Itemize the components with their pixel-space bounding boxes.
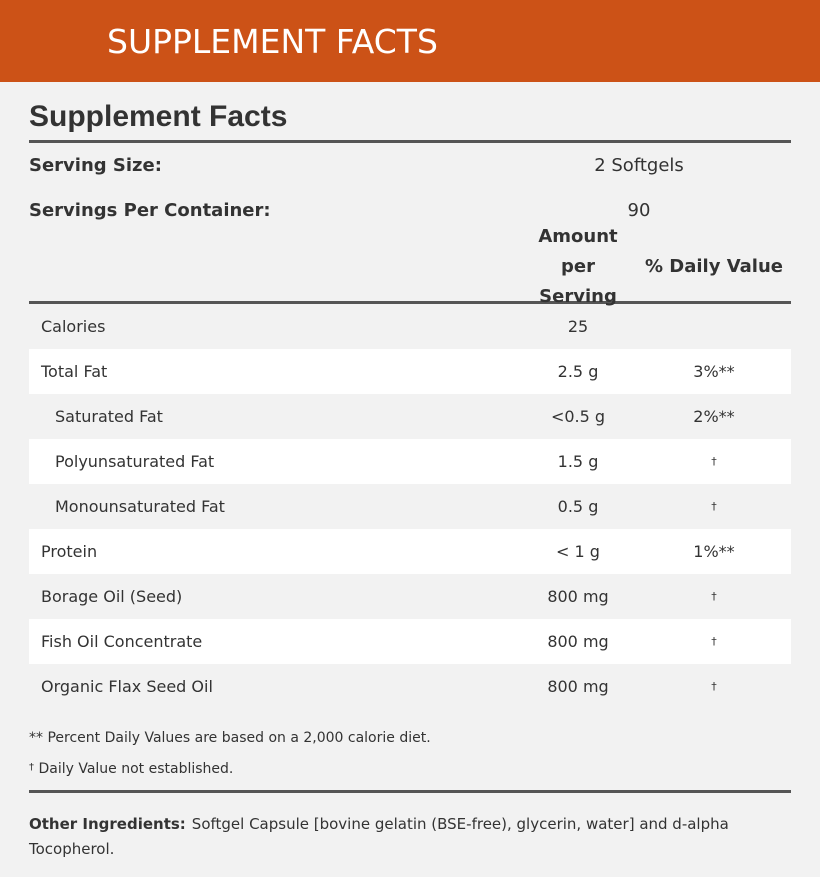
nutrient-daily-value: † <box>711 590 717 603</box>
nutrient-name: Protein <box>41 542 98 561</box>
nutrient-name: Borage Oil (Seed) <box>41 587 183 606</box>
dagger-note: † Daily Value not established. <box>29 753 791 783</box>
serving-size-label: Serving Size: <box>29 155 162 176</box>
nutrient-row: Fish Oil Concentrate 800 mg † <box>29 619 791 664</box>
nutrient-name: Calories <box>41 317 106 336</box>
nutrient-row: Organic Flax Seed Oil 800 mg † <box>29 664 791 709</box>
nutrient-amount: 1.5 g <box>557 452 599 471</box>
banner-title: SUPPLEMENT FACTS <box>107 21 438 61</box>
column-headers: Amount per Serving % Daily Value <box>29 226 791 307</box>
nutrient-row: Saturated Fat <0.5 g 2%** <box>29 394 791 439</box>
top-divider <box>29 140 791 143</box>
nutrient-row: Borage Oil (Seed) 800 mg † <box>29 574 791 619</box>
dagger-note-text: Daily Value not established. <box>38 761 234 777</box>
footer-divider <box>29 790 791 793</box>
header-banner: SUPPLEMENT FACTS <box>0 0 820 82</box>
other-ingredients-label: Other Ingredients: <box>29 815 186 833</box>
serving-size-value: 2 Softgels <box>594 155 684 176</box>
serving-size-row: Serving Size: 2 Softgels <box>29 143 791 188</box>
nutrient-amount: < 1 g <box>556 542 600 561</box>
nutrient-amount: <0.5 g <box>550 407 606 426</box>
nutrient-daily-value: † <box>711 635 717 648</box>
nutrient-row: Polyunsaturated Fat 1.5 g † <box>29 439 791 484</box>
nutrient-row: Total Fat 2.5 g 3%** <box>29 349 791 394</box>
dagger-symbol: † <box>29 762 34 773</box>
nutrient-amount: 800 mg <box>547 587 609 606</box>
servings-per-container-label: Servings Per Container: <box>29 200 271 221</box>
nutrient-amount: 800 mg <box>547 632 609 651</box>
nutrient-daily-value: † <box>711 680 717 693</box>
daily-value-header: % Daily Value <box>644 256 783 277</box>
other-ingredients: Other Ingredients: Softgel Capsule [bovin… <box>29 812 791 862</box>
header-divider <box>29 301 791 304</box>
nutrient-table: Calories 25 Total Fat 2.5 g 3%** Saturated Fa… <box>29 304 791 709</box>
nutrient-row: Calories 25 <box>29 304 791 349</box>
nutrient-amount: 25 <box>567 317 589 336</box>
amount-per-serving-header: Amount per Serving <box>519 222 637 312</box>
nutrient-daily-value: † <box>711 455 717 468</box>
nutrient-amount: 2.5 g <box>557 362 599 381</box>
nutrient-daily-value: 3%** <box>693 362 735 381</box>
nutrient-name: Fish Oil Concentrate <box>41 632 203 651</box>
servings-per-container-row: Servings Per Container: 90 <box>29 188 791 233</box>
amount-header-line1: Amount per <box>538 226 618 277</box>
nutrient-name: Organic Flax Seed Oil <box>41 677 213 696</box>
other-ingredients-text: Softgel Capsule [bovine gelatin (BSE-fre… <box>29 815 729 858</box>
nutrient-row: Monounsaturated Fat 0.5 g † <box>29 484 791 529</box>
nutrient-amount: 0.5 g <box>557 497 599 516</box>
nutrient-daily-value: 1%** <box>693 542 735 561</box>
panel-title: Supplement Facts <box>29 100 288 133</box>
daily-values-note: ** Percent Daily Values are based on a 2… <box>29 730 431 746</box>
servings-per-container-value: 90 <box>627 200 651 221</box>
nutrient-row: Protein < 1 g 1%** <box>29 529 791 574</box>
nutrient-daily-value: † <box>711 500 717 513</box>
nutrient-amount: 800 mg <box>547 677 609 696</box>
nutrient-name: Polyunsaturated Fat <box>55 452 215 471</box>
footnotes: ** Percent Daily Values are based on a 2… <box>29 723 791 783</box>
nutrient-name: Monounsaturated Fat <box>55 497 225 516</box>
nutrient-daily-value: 2%** <box>693 407 735 426</box>
nutrient-name: Total Fat <box>41 362 108 381</box>
nutrient-name: Saturated Fat <box>55 407 163 426</box>
amount-header-line2: Serving <box>539 286 617 307</box>
supplement-facts-panel: Supplement Facts Serving Size: 2 Softgel… <box>29 82 791 862</box>
